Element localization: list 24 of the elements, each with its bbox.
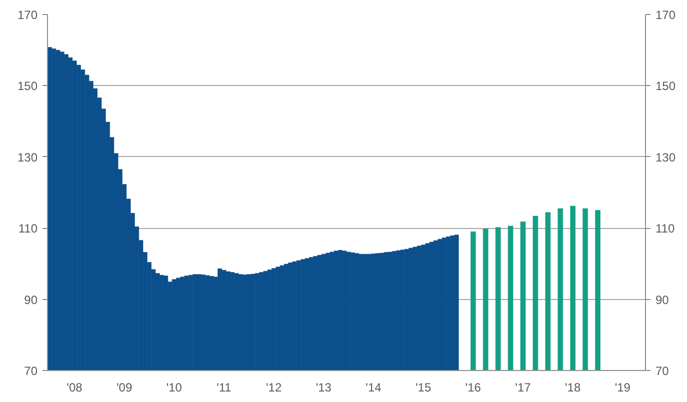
x-tick-label: '09 xyxy=(116,380,132,394)
x-tick-label: '17 xyxy=(515,380,532,394)
y-tick-label: 150 xyxy=(17,79,38,94)
y2-tick-label: 170 xyxy=(656,8,676,22)
y2-tick-label: 150 xyxy=(656,79,676,94)
y-tick-label: 70 xyxy=(24,364,38,378)
x-tick-label: '13 xyxy=(316,380,332,394)
x-tick-label: '19 xyxy=(614,380,631,394)
x-tick-label: '15 xyxy=(416,380,432,394)
x-tick-label: '11 xyxy=(216,380,232,394)
x-tick-label: '16 xyxy=(465,380,482,394)
y2-tick-label: 110 xyxy=(656,222,675,236)
y-tick-label: 110 xyxy=(18,222,38,236)
y-tick-label: 130 xyxy=(17,150,38,164)
y2-tick-label: 130 xyxy=(656,150,676,164)
y-tick-label: 170 xyxy=(17,8,38,22)
y2-tick-label: 90 xyxy=(656,292,670,307)
y2-tick-label: 70 xyxy=(656,364,670,378)
x-tick-label: '10 xyxy=(166,380,182,394)
x-tick-label: '08 xyxy=(66,380,83,394)
y-tick-label: 90 xyxy=(24,292,38,307)
x-tick-label: '18 xyxy=(565,380,581,394)
x-tick-label: '12 xyxy=(266,380,282,394)
x-tick-label: '14 xyxy=(366,380,382,394)
